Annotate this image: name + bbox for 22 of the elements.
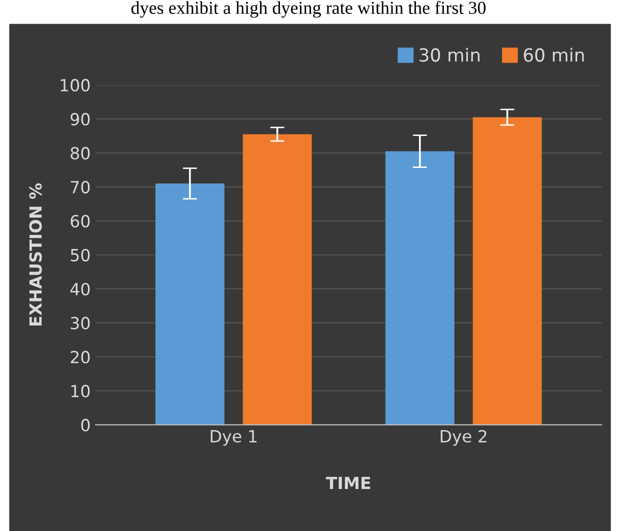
y-tick-label: 10 — [71, 384, 90, 398]
y-tick-label: 100 — [60, 78, 90, 92]
legend-label: 60 min — [524, 48, 584, 62]
y-tick-label: 90 — [70, 112, 90, 126]
y-tick-label: 50 — [70, 248, 90, 262]
bar — [472, 117, 542, 425]
y-tick-label: 20 — [70, 350, 90, 364]
y-axis-title: EXHAUSTION % — [29, 183, 42, 326]
bar — [385, 151, 454, 425]
y-tick-label: 40 — [70, 282, 90, 296]
y-tick-label: 80 — [70, 146, 90, 160]
y-tick-label: 30 — [70, 316, 90, 330]
y-tick-label: 70 — [70, 180, 90, 194]
bar — [155, 184, 224, 425]
y-tick-label: 60 — [70, 214, 90, 228]
legend-label: 30 min — [420, 48, 480, 62]
text: dyes exhibit a high dyeing rate within the first 30 — [131, 1, 486, 18]
bar — [242, 134, 312, 425]
y-tick-label: 0 — [81, 418, 90, 432]
x-tick-label: Dye 2 — [440, 430, 486, 446]
x-axis-title: TIME — [326, 476, 370, 490]
x-tick-label: Dye 1 — [210, 430, 257, 446]
